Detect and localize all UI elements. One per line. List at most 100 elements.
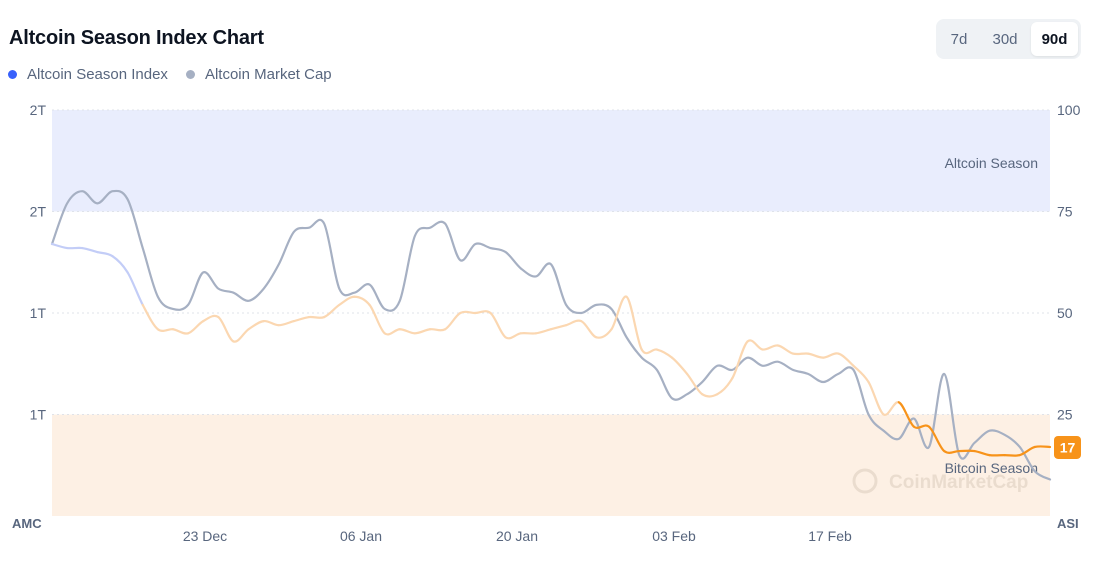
series-line-index-segment[interactable] [504,332,522,340]
series-line-market-cap[interactable] [50,189,1052,481]
series-line-index-segment[interactable] [610,295,628,331]
series-line-index-segment[interactable] [1003,454,1021,457]
series-line-index-segment[interactable] [81,246,99,254]
series-line-index-segment[interactable] [474,310,492,315]
bitcoin-season-label: Bitcoin Season [945,460,1038,476]
series-line-index-segment[interactable] [368,303,386,335]
series-line-index-segment[interactable] [685,372,704,396]
series-line-index-segment[interactable] [549,324,568,331]
series-line-index-segment[interactable] [716,376,734,396]
series-line-index-segment[interactable] [247,320,265,331]
time-range-selector: 7d 30d 90d [936,19,1081,59]
series-line-index-segment[interactable] [882,401,900,416]
legend-label-market-cap: Altcoin Market Cap [204,66,332,83]
series-line-index-segment[interactable] [640,348,658,355]
legend-item-market-cap[interactable]: Altcoin Market Cap [185,66,332,83]
series-line-index-segment[interactable] [338,295,356,306]
series-line-index-segment[interactable] [837,352,855,367]
series-line-index-segment[interactable] [534,328,553,335]
series-line-index-segment[interactable] [731,340,749,380]
series-line-index-segment[interactable] [806,352,825,359]
series-line-index-segment[interactable] [625,295,643,351]
series-line-index-segment[interactable] [655,348,674,359]
left-axis-tick-label: 2T [30,102,47,118]
series-line-index-segment[interactable] [323,303,341,319]
left-axis-label: AMC [12,516,42,531]
right-axis-tick-label: 25 [1057,407,1073,423]
series-line-index-segment[interactable] [141,303,159,331]
series-line-index-segment[interactable] [171,328,190,335]
series-line-index-segment[interactable] [867,380,885,416]
series-line-index-segment[interactable] [96,251,114,258]
series-line-index-segment[interactable] [383,328,401,336]
current-value-label: 17 [1060,439,1076,455]
series-line-index-segment[interactable] [277,320,296,327]
bitcoin-season-zone [52,414,1050,516]
series-line-index-segment[interactable] [444,311,462,331]
series-line-index-segment[interactable] [262,320,280,327]
series-line-index-segment[interactable] [413,328,432,335]
left-axis-tick-label: 1T [30,305,47,321]
series-line-index-segment[interactable] [232,328,250,343]
series-line-index-segment[interactable] [746,339,764,351]
series-line-index-segment[interactable] [459,310,477,315]
series-line-index-segment[interactable] [156,328,175,332]
x-axis-tick-label: 03 Feb [652,528,696,544]
series-line-index-segment[interactable] [307,315,326,319]
left-axis-tick-label: 1T [30,407,47,423]
range-button-30d[interactable]: 30d [992,30,1018,48]
legend-dot-index-icon [8,70,17,79]
series-line-index-segment[interactable] [822,352,840,359]
series-line-index-segment[interactable] [973,449,991,457]
watermark-text: CoinMarketCap [889,472,1028,493]
current-value-badge [1054,435,1081,459]
series-line-index-segment[interactable] [398,328,417,335]
series-line-index-segment[interactable] [111,255,129,274]
right-axis-label: ASI [1057,516,1079,531]
altcoin-season-label: Altcoin Season [945,155,1038,171]
series-line-index-segment[interactable] [927,425,946,453]
series-line-index-segment[interactable] [292,315,311,323]
legend-item-index[interactable]: Altcoin Season Index [8,66,168,83]
series-line-index-segment[interactable] [565,319,583,327]
x-axis-tick-label: 06 Jan [340,528,382,544]
right-axis-tick-label: 50 [1057,305,1073,321]
left-axis-tick-label: 2T [30,204,47,220]
series-line-index-segment[interactable] [353,295,371,306]
x-axis-tick-label: 23 Dec [183,528,227,544]
series-line-index-segment[interactable] [791,352,810,356]
altcoin-season-zone [52,110,1050,212]
series-line-index-segment[interactable] [761,344,779,351]
right-axis-tick-label: 75 [1057,204,1073,220]
series-line-index-segment[interactable] [912,424,931,429]
series-line-index-segment[interactable] [852,364,870,384]
series-line-index-segment[interactable] [186,320,205,335]
range-button-90d[interactable]: 90d [1031,22,1078,56]
right-axis-tick-label: 100 [1057,102,1081,118]
legend-dot-market-cap-icon [185,70,195,79]
series-line-index-segment[interactable] [776,344,795,355]
series-line-index-segment[interactable] [217,315,235,343]
series-line-index-segment[interactable] [1018,445,1036,457]
x-axis-tick-label: 17 Feb [808,528,852,544]
series-line-index-segment[interactable] [1033,445,1052,449]
series-line-index-segment[interactable] [670,356,689,375]
series-line-index-segment[interactable] [897,401,916,428]
series-line-index-segment[interactable] [580,320,598,339]
series-line-index-segment[interactable] [126,271,144,306]
x-axis-tick-label: 20 Jan [496,528,538,544]
watermark: CoinMarketCap [852,468,1028,494]
series-line-index-segment[interactable] [50,242,69,250]
watermark-logo-icon [852,468,878,494]
series-line-index-segment[interactable] [595,328,613,339]
series-line-index-segment[interactable] [428,328,447,332]
chart-legend: Altcoin Season Index Altcoin Market Cap [8,66,332,83]
legend-label-index: Altcoin Season Index [27,66,168,83]
series-line-index-segment[interactable] [489,311,507,339]
range-button-7d[interactable]: 7d [950,30,968,48]
chart-title: Altcoin Season Index Chart [9,27,264,49]
series-line-index-segment[interactable] [202,314,220,323]
series-line-index-segment[interactable] [943,449,961,454]
series-line-index-segment[interactable] [701,393,719,398]
